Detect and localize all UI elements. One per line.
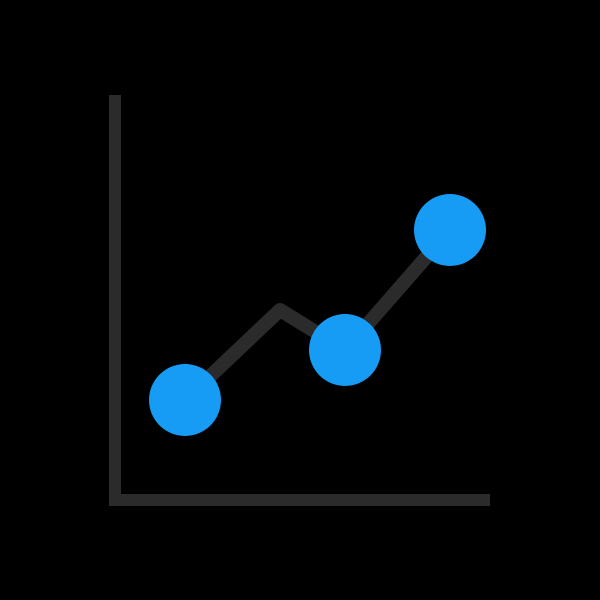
chart-line [185,230,450,400]
chart-marker-1 [149,364,221,436]
chart-svg [0,0,600,600]
chart-marker-2 [309,314,381,386]
chart-axes [115,95,490,500]
chart-marker-3 [414,194,486,266]
line-chart-icon [0,0,600,600]
